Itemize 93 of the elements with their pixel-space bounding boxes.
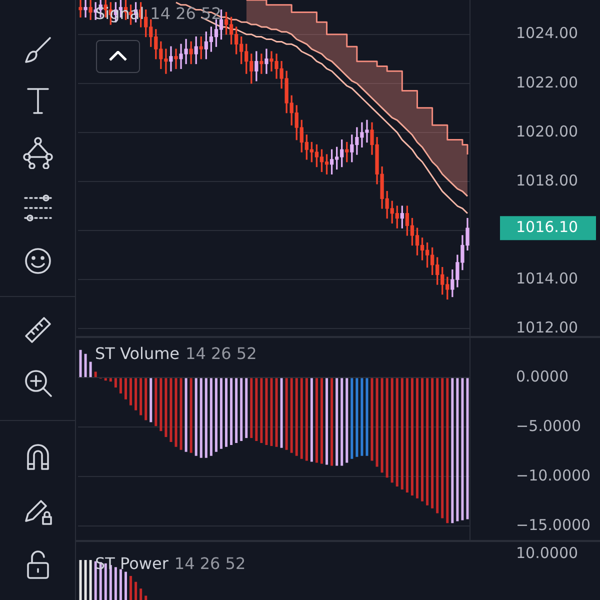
bar [426, 378, 429, 506]
y-tick-label: 1022.00 [516, 73, 578, 92]
bar [260, 378, 263, 443]
bar [330, 378, 334, 466]
bar [114, 378, 117, 388]
y-tick-label: 0.0000 [516, 368, 568, 386]
bar [326, 378, 328, 465]
y-tick-label: 1012.00 [516, 318, 578, 337]
bar [150, 378, 152, 422]
bar [275, 378, 278, 447]
bar [356, 378, 358, 457]
bar [265, 378, 268, 445]
bar [180, 378, 182, 450]
chart-title: ST Power [95, 554, 168, 573]
bar [350, 378, 354, 459]
text: 1016.10 [516, 218, 578, 236]
bar [280, 378, 283, 448]
bar [300, 378, 303, 459]
bar [451, 378, 454, 524]
bar [164, 378, 168, 438]
bar [396, 378, 398, 487]
bar [134, 378, 138, 410]
bar [446, 378, 449, 524]
bar [84, 354, 87, 378]
bar [144, 378, 148, 420]
bar [200, 378, 202, 458]
bar [255, 378, 258, 441]
bar [214, 378, 218, 452]
bar [124, 378, 127, 400]
bar [240, 378, 243, 441]
bar [154, 378, 158, 426]
y-tick-label: 1020.00 [516, 122, 578, 140]
bar [290, 378, 293, 453]
bar [410, 378, 414, 496]
bar [466, 378, 469, 520]
bar [380, 378, 384, 473]
bar [220, 378, 222, 449]
bar [441, 378, 444, 518]
bar [160, 378, 162, 432]
bar [270, 378, 273, 446]
bar [376, 378, 378, 467]
bar [210, 378, 212, 456]
text: 10.0000 [516, 544, 578, 562]
bar [386, 378, 388, 478]
chart-title: ST Volume [95, 344, 180, 363]
bar [194, 378, 198, 456]
bar [336, 378, 338, 466]
bar [346, 378, 348, 463]
bar [461, 378, 464, 520]
bar [225, 378, 228, 447]
y-tick-label: −15.0000 [516, 516, 591, 534]
bar [421, 378, 424, 502]
chart-subtitle: 14 26 52 [174, 554, 246, 573]
bar [436, 378, 439, 514]
bar [320, 378, 323, 464]
bar [315, 378, 318, 463]
y-tick-label: 1014.00 [516, 269, 578, 288]
bar [406, 378, 408, 492]
bar [130, 378, 132, 406]
bar [190, 378, 192, 453]
bar [79, 350, 82, 378]
bar [89, 362, 92, 378]
bar [170, 378, 172, 442]
bar [456, 378, 459, 522]
bar [370, 378, 374, 461]
bar [140, 378, 142, 416]
bar [184, 378, 188, 452]
bar [119, 378, 122, 394]
y-tick-label: −5.0000 [516, 417, 582, 436]
bar [431, 378, 434, 508]
bar [250, 378, 253, 438]
bar [295, 378, 298, 456]
y-tick-label: 1018.00 [516, 171, 578, 190]
bar [94, 372, 97, 378]
bar [366, 378, 368, 456]
bar [310, 378, 313, 462]
bar [390, 378, 394, 483]
y-tick-label: −10.0000 [516, 466, 591, 485]
chart-subtitle: 14 26 52 [186, 344, 257, 363]
bar [360, 378, 364, 456]
bar [416, 378, 418, 498]
bar [340, 378, 344, 466]
bar [305, 378, 308, 461]
bar [104, 378, 107, 381]
bar [204, 378, 208, 458]
bar [400, 378, 404, 490]
bar [109, 378, 112, 382]
bar [245, 378, 248, 438]
bar [174, 378, 178, 447]
bar [230, 378, 233, 445]
bar [285, 378, 288, 450]
bar [235, 378, 238, 443]
y-tick-label: 1024.00 [516, 24, 578, 42]
